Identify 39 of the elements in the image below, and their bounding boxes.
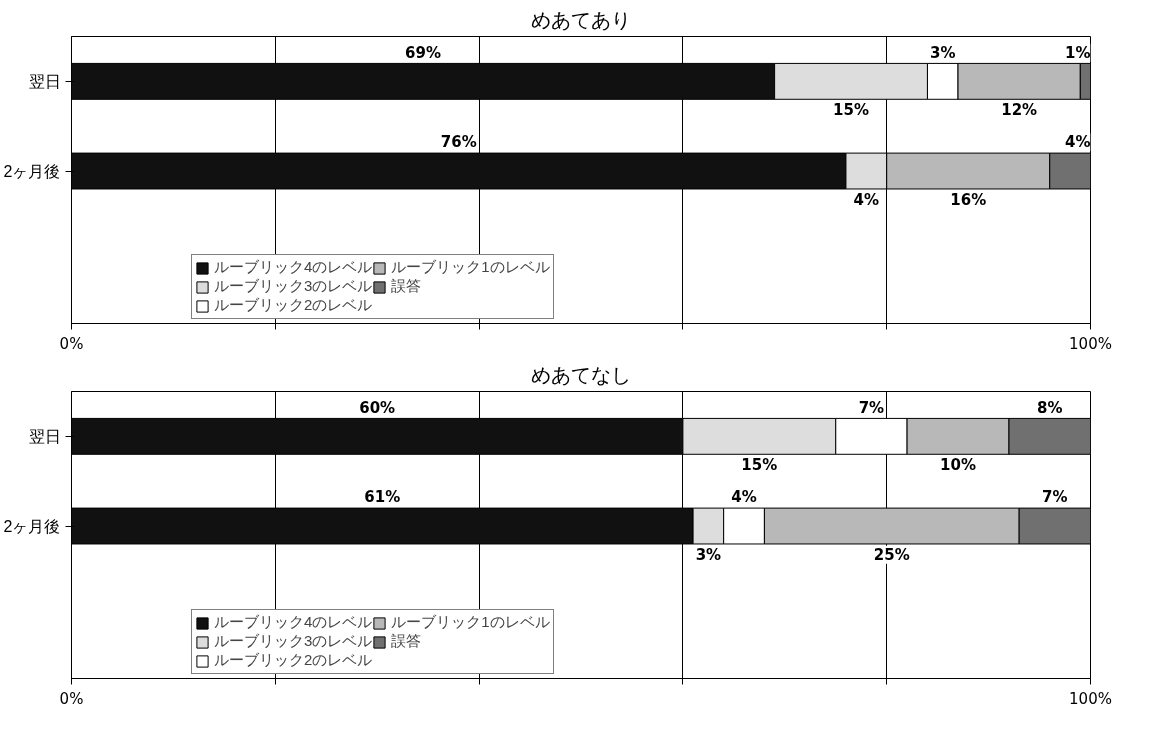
legend-label: ルーブリック4のレベル (214, 613, 373, 632)
x-tick-label: 100% (1069, 689, 1112, 708)
data-label: 8% (1037, 398, 1063, 417)
x-tick-label: 0% (59, 689, 84, 708)
y-tick-label: 翌日 (28, 72, 61, 90)
data-label: 61% (364, 488, 401, 507)
legend-label: ルーブリック4のレベル (214, 258, 373, 277)
x-tick-label: 0% (59, 334, 84, 353)
y-tick-label: 2ヶ月後 (3, 517, 61, 535)
data-label: 12% (1001, 101, 1038, 120)
data-label: 7% (1042, 488, 1068, 507)
data-label: 10% (940, 456, 976, 475)
legend-label: ルーブリック3のレベル (214, 632, 373, 651)
legend-label: ルーブリック3のレベル (214, 277, 373, 296)
chart-title: めあてなし (531, 362, 631, 387)
data-label: 15% (741, 456, 778, 475)
legend-label: ルーブリック1のレベル (391, 613, 550, 632)
data-label: 1% (1065, 43, 1091, 62)
data-label: 16% (950, 190, 987, 209)
data-label: 76% (440, 133, 477, 152)
data-label: 15% (833, 101, 869, 120)
legend-label: 誤答 (391, 632, 422, 651)
legend-label: 誤答 (391, 277, 422, 296)
data-label: 3% (695, 545, 722, 564)
x-tick-label: 100% (1069, 334, 1112, 353)
data-label: 4% (1065, 133, 1091, 152)
legend-label: ルーブリック1のレベル (391, 258, 550, 277)
legend-label: ルーブリック2のレベル (214, 296, 373, 315)
data-label: 60% (359, 398, 396, 417)
data-label: 69% (405, 43, 442, 62)
chart-title: めあてあり (531, 7, 631, 32)
data-label: 4% (731, 488, 757, 507)
y-tick-label: 2ヶ月後 (3, 162, 61, 180)
y-tick-label: 翌日 (28, 427, 61, 445)
legend-label: ルーブリック2のレベル (214, 651, 373, 670)
data-label: 7% (858, 398, 885, 417)
data-label: 25% (873, 545, 910, 564)
data-label: 3% (930, 43, 956, 62)
data-label: 4% (853, 190, 880, 209)
